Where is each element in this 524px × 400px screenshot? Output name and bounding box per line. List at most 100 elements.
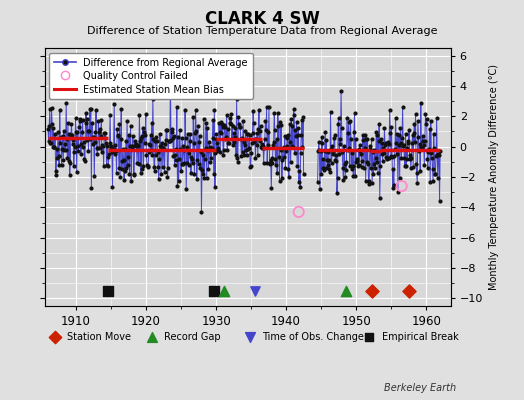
Point bbox=[388, 154, 396, 161]
Point bbox=[91, 128, 100, 135]
Point bbox=[217, 130, 225, 136]
Point bbox=[323, 156, 331, 163]
Point bbox=[105, 140, 114, 146]
Point bbox=[132, 142, 140, 149]
Point bbox=[266, 161, 275, 167]
Point bbox=[405, 140, 413, 146]
Point bbox=[228, 136, 236, 142]
Point bbox=[171, 152, 179, 158]
Point bbox=[374, 170, 382, 176]
Point bbox=[255, 138, 264, 144]
Point bbox=[401, 163, 409, 169]
Point bbox=[110, 146, 118, 152]
Point bbox=[69, 137, 77, 144]
Point bbox=[113, 126, 122, 132]
Point bbox=[230, 130, 238, 136]
Point bbox=[233, 155, 242, 161]
Point bbox=[244, 146, 253, 152]
Point bbox=[429, 178, 438, 184]
Point bbox=[333, 175, 342, 182]
Point bbox=[169, 153, 178, 160]
Point bbox=[142, 152, 150, 158]
Point bbox=[408, 139, 416, 146]
Point bbox=[170, 162, 179, 168]
Point bbox=[335, 151, 344, 158]
Point bbox=[334, 115, 343, 122]
Point bbox=[127, 178, 135, 184]
Point bbox=[398, 134, 406, 141]
Point bbox=[362, 178, 370, 184]
Point bbox=[436, 148, 444, 154]
Point bbox=[146, 132, 155, 138]
Point bbox=[293, 163, 301, 170]
Point bbox=[204, 166, 213, 172]
Point bbox=[159, 164, 167, 170]
Point bbox=[354, 146, 363, 152]
Point bbox=[364, 161, 372, 167]
Point bbox=[290, 112, 298, 118]
Point bbox=[402, 163, 410, 169]
Point bbox=[164, 165, 172, 172]
Point bbox=[378, 140, 386, 146]
Point bbox=[294, 209, 303, 215]
Point bbox=[380, 124, 389, 131]
Point bbox=[270, 127, 279, 133]
Point bbox=[318, 140, 326, 146]
Point bbox=[107, 149, 116, 155]
Point bbox=[427, 150, 435, 156]
Point bbox=[119, 145, 127, 152]
Point bbox=[255, 107, 263, 113]
Point bbox=[399, 143, 407, 150]
Point bbox=[110, 100, 118, 107]
Point bbox=[155, 176, 163, 182]
Point bbox=[415, 148, 423, 154]
Point bbox=[235, 121, 243, 127]
Point bbox=[223, 112, 231, 118]
Point bbox=[343, 114, 351, 121]
Point bbox=[428, 154, 436, 161]
Point bbox=[326, 169, 334, 176]
Point bbox=[44, 126, 52, 132]
Point bbox=[200, 174, 209, 181]
Point bbox=[343, 130, 352, 136]
Point bbox=[58, 146, 66, 152]
Point bbox=[381, 142, 389, 148]
Point bbox=[50, 334, 59, 340]
Point bbox=[331, 132, 339, 138]
Point bbox=[102, 140, 110, 146]
Point bbox=[207, 154, 215, 161]
Point bbox=[411, 111, 420, 117]
Point bbox=[194, 123, 202, 130]
Point bbox=[433, 175, 442, 181]
Point bbox=[75, 124, 83, 130]
Point bbox=[210, 171, 218, 177]
Point bbox=[293, 132, 302, 138]
Point bbox=[396, 174, 404, 181]
Point bbox=[84, 128, 92, 135]
Point bbox=[104, 162, 113, 169]
Point bbox=[60, 146, 69, 153]
Point bbox=[70, 163, 78, 170]
Point bbox=[90, 173, 99, 179]
Point bbox=[211, 150, 220, 156]
Point bbox=[230, 138, 238, 145]
Point bbox=[299, 114, 307, 120]
Point bbox=[100, 163, 108, 169]
Point bbox=[346, 163, 354, 169]
Point bbox=[87, 185, 95, 191]
Point bbox=[367, 165, 375, 172]
Point bbox=[241, 142, 249, 148]
Point bbox=[210, 107, 219, 113]
Point bbox=[130, 172, 138, 179]
Point bbox=[224, 140, 233, 146]
Point bbox=[390, 153, 399, 160]
Point bbox=[80, 156, 89, 162]
Point bbox=[118, 158, 127, 164]
Point bbox=[435, 152, 443, 158]
Point bbox=[417, 100, 425, 106]
Point bbox=[86, 106, 95, 112]
Point bbox=[176, 126, 184, 133]
Point bbox=[416, 141, 424, 148]
Point bbox=[129, 132, 137, 139]
Text: Station Move: Station Move bbox=[67, 332, 131, 342]
